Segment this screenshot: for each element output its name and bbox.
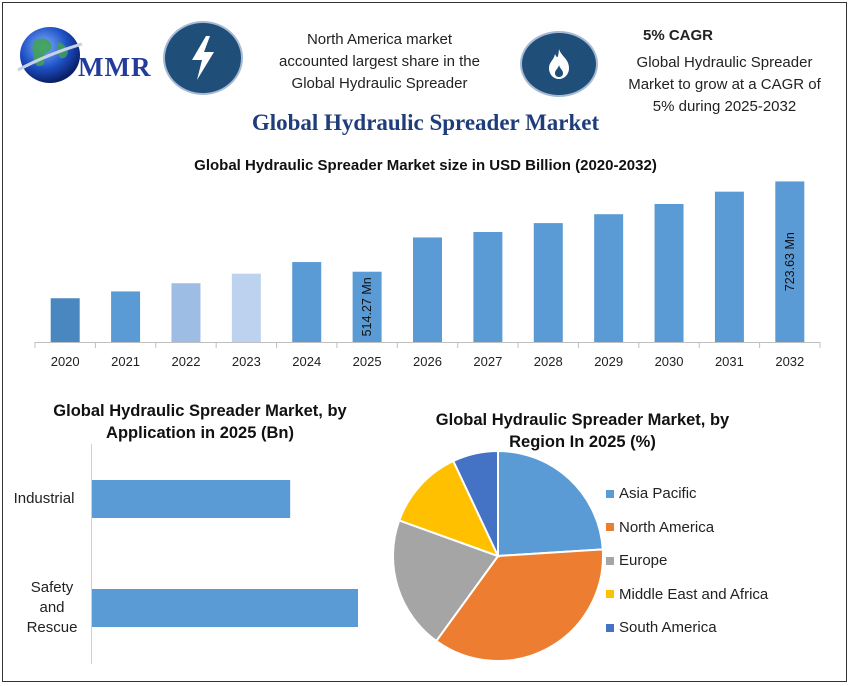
bar-2027	[473, 231, 503, 342]
globe-icon	[17, 27, 83, 83]
legend-swatch-europe	[606, 556, 614, 565]
x-tick-label-2025: 2025	[353, 354, 382, 369]
bar-2030	[654, 203, 684, 342]
info-line-1: North America market	[306, 31, 453, 48]
x-tick-label-2029: 2029	[594, 354, 623, 369]
info-line-3: Global Hydraulic Spreader	[291, 75, 468, 92]
bar-2022	[171, 283, 201, 342]
info-text: North America market accounted largest s…	[252, 29, 507, 99]
bar-2021	[111, 291, 141, 342]
pie-slice-south-america	[451, 449, 499, 557]
bar-2025	[352, 271, 382, 342]
category-label-safety-1: Safety	[30, 579, 74, 596]
region-chart-title: Global Hydraulic Spreader Market, by Reg…	[415, 409, 750, 453]
x-tick-label-2024: 2024	[292, 354, 321, 369]
pie-slice-mea	[397, 459, 500, 558]
bar-2032	[775, 181, 805, 342]
x-tick-label-2026: 2026	[413, 354, 442, 369]
data-label-2025: 514.27 Mn	[360, 277, 374, 336]
flame-icon	[549, 49, 569, 79]
application-title-line-1: Global Hydraulic Spreader Market, by	[53, 402, 347, 420]
data-label-2032: 723.63 Mn	[783, 232, 797, 291]
application-category-safety: Safety and Rescue	[12, 578, 92, 638]
region-title-line-2: Region In 2025 (%)	[509, 433, 656, 451]
pie-slice-north-america	[434, 548, 604, 662]
legend-item-mea: Middle East and Africa	[606, 578, 841, 612]
x-tick-label-2031: 2031	[715, 354, 744, 369]
legend-swatch-north-america	[606, 523, 614, 532]
cagr-line-2: Market to grow at a CAGR of	[628, 76, 821, 93]
legend-swatch-asia-pacific	[606, 489, 614, 498]
region-pie-chart	[392, 449, 604, 662]
x-tick-label-2030: 2030	[655, 354, 684, 369]
bar-2029	[594, 214, 624, 342]
main-title: Global Hydraulic Spreader Market	[251, 110, 600, 135]
bar-2023	[231, 273, 261, 342]
x-tick-label-2022: 2022	[172, 354, 201, 369]
bar-chart: 2020 2021 2022 2023 2024 2025 2026 2027 2028 2029…	[34, 181, 821, 369]
legend-label-south-america: South America	[619, 619, 717, 637]
bar-2031	[714, 191, 744, 342]
legend-label-mea: Middle East and Africa	[619, 585, 769, 603]
x-tick-label-2028: 2028	[534, 354, 563, 369]
x-tick-label-2027: 2027	[473, 354, 502, 369]
logo	[14, 22, 164, 92]
application-category-industrial: Industrial	[4, 489, 84, 509]
legend-swatch-mea	[606, 590, 614, 599]
bar-2028	[533, 223, 563, 342]
application-chart-title: Global Hydraulic Spreader Market, by App…	[40, 400, 360, 444]
bar-2024	[292, 262, 322, 342]
bar-2020	[50, 298, 80, 342]
region-title-line-1: Global Hydraulic Spreader Market, by	[435, 411, 730, 429]
x-tick-label-2021: 2021	[111, 354, 140, 369]
pie-slice-asia-pacific	[497, 449, 604, 558]
category-label-industrial: Industrial	[13, 490, 75, 507]
info-line-2: accounted largest share in the	[279, 53, 480, 70]
cagr-text: Global Hydraulic Spreader Market to grow…	[612, 52, 837, 118]
cagr-line-1: Global Hydraulic Spreader	[636, 54, 813, 71]
category-label-safety-2: and	[39, 599, 65, 616]
cagr-title: 5% CAGR	[643, 27, 714, 44]
pie-legend: Asia Pacific North America Europe Middle…	[606, 477, 841, 645]
application-bar-chart	[91, 444, 358, 664]
application-title-line-2: Application in 2025 (Bn)	[106, 424, 294, 442]
application-bar-industrial	[92, 480, 291, 518]
legend-item-europe: Europe	[606, 544, 841, 578]
legend-item-north-america: North America	[606, 511, 841, 545]
x-tick-label-2032: 2032	[775, 354, 804, 369]
bar-2026	[413, 237, 442, 342]
lightning-badge	[163, 21, 243, 95]
application-bar-safety-and-rescue	[92, 589, 358, 627]
x-tick-label-2020: 2020	[51, 354, 80, 369]
pie-slice-europe	[392, 519, 500, 643]
cagr-line-3: 5% during 2025-2032	[652, 98, 797, 115]
flame-badge	[520, 31, 598, 97]
lightning-icon	[192, 36, 214, 80]
x-tick-label-2023: 2023	[232, 354, 261, 369]
legend-label-north-america: North America	[619, 518, 715, 536]
legend-label-europe: Europe	[619, 552, 668, 570]
logo-text: MMR	[78, 52, 152, 82]
legend-item-south-america: South America	[606, 611, 841, 645]
legend-label-asia-pacific: Asia Pacific	[619, 485, 697, 503]
legend-swatch-south-america	[606, 623, 614, 632]
bar-chart-title: Global Hydraulic Spreader Market size in…	[194, 157, 657, 174]
category-label-safety-3: Rescue	[26, 619, 78, 636]
legend-item-asia-pacific: Asia Pacific	[606, 477, 841, 511]
